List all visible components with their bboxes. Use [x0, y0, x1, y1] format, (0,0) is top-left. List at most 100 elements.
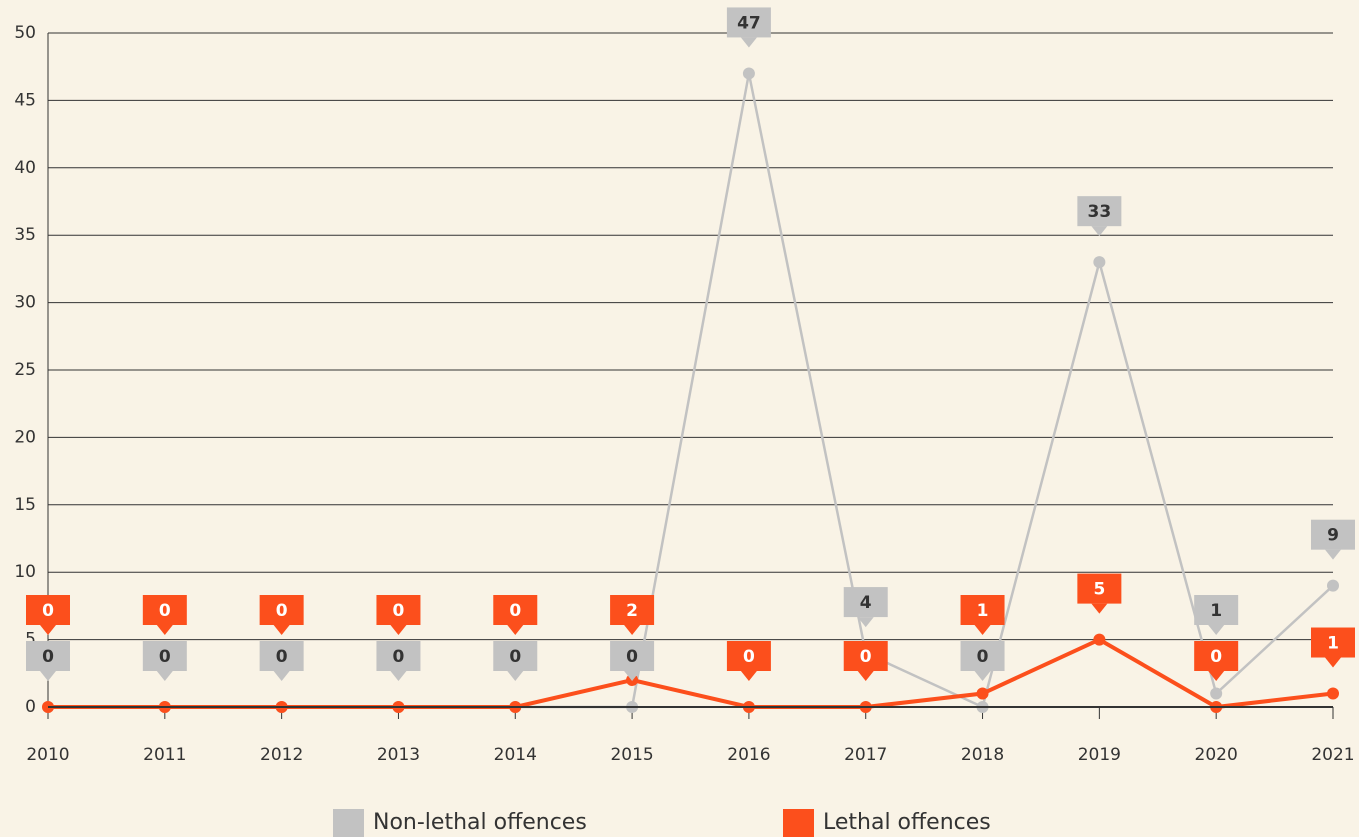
data-label: 1 [977, 601, 989, 621]
label-box [1311, 627, 1355, 658]
y-tick-label: 35 [14, 225, 36, 245]
label-pointer [40, 625, 56, 635]
x-tick-label: 2015 [610, 745, 653, 765]
x-tick-label: 2011 [143, 745, 186, 765]
data-label: 33 [1088, 202, 1112, 222]
label-box [142, 641, 187, 671]
y-tick-label: 15 [14, 495, 36, 515]
label-box [259, 641, 304, 671]
label-box [610, 595, 655, 625]
y-tick-label: 40 [14, 158, 36, 178]
series-line [48, 73, 1334, 709]
data-label: 0 [509, 601, 521, 621]
data-label: 0 [860, 647, 872, 667]
label-pointer [156, 671, 173, 681]
y-tick-label: 45 [14, 90, 36, 110]
data-label: 0 [393, 601, 405, 621]
label-box [142, 595, 187, 625]
point [1327, 687, 1339, 700]
label-pointer [507, 625, 524, 635]
x-tick-label: 2020 [1195, 745, 1238, 765]
data-label: 0 [509, 647, 521, 667]
label-pointer [974, 625, 991, 635]
point [742, 67, 755, 80]
y-tick-label: 50 [14, 23, 36, 43]
label-box [1194, 595, 1239, 625]
label-pointer [273, 625, 290, 635]
x-tick-label: 2013 [377, 745, 420, 765]
x-tick-label: 2014 [494, 745, 537, 765]
point [1093, 256, 1106, 269]
x-tick-label: 2021 [1311, 745, 1354, 765]
label-box [726, 641, 771, 671]
legend-swatch [333, 809, 364, 837]
y-tick-label: 5 [25, 630, 36, 650]
x-tick-label: 2017 [844, 745, 887, 765]
label-box [493, 595, 538, 625]
label-box [726, 7, 771, 38]
label-box [376, 595, 421, 625]
label-pointer [390, 671, 407, 681]
label-pointer [624, 625, 641, 635]
legend-label: Non-lethal offences [373, 810, 587, 835]
x-tick-label: 2018 [961, 745, 1004, 765]
label-box [843, 587, 888, 618]
label-box [493, 641, 538, 671]
label-pointer [1208, 625, 1225, 635]
label-pointer [1208, 671, 1225, 681]
label-box [26, 595, 70, 625]
data-label: 0 [159, 601, 171, 621]
series-line [48, 637, 1334, 710]
label-box [610, 641, 655, 671]
y-tick-label: 20 [14, 427, 36, 447]
data-label: 0 [1210, 647, 1222, 667]
label-box [259, 595, 304, 625]
label-pointer [1091, 603, 1108, 614]
point [1327, 579, 1339, 592]
x-tick-label: 2010 [26, 745, 69, 765]
point [1210, 687, 1223, 700]
label-box [26, 641, 70, 671]
label-pointer [740, 37, 757, 48]
label-box [960, 595, 1005, 625]
data-label: 0 [393, 647, 405, 667]
x-tick-label: 2019 [1078, 745, 1121, 765]
data-label: 0 [276, 647, 288, 667]
label-box [376, 641, 421, 671]
point [1093, 633, 1106, 646]
point [976, 687, 989, 700]
data-label: 0 [743, 647, 755, 667]
legend-label: Lethal offences [823, 810, 991, 835]
label-pointer [156, 625, 173, 635]
y-tick-label: 10 [14, 562, 36, 582]
label-pointer [1325, 549, 1341, 560]
legend-swatch [783, 809, 814, 837]
label-pointer [857, 617, 874, 628]
y-tick-label: 25 [14, 360, 36, 380]
y-tick-label: 0 [25, 697, 36, 717]
data-label: 1 [1210, 601, 1222, 621]
label-pointer [624, 671, 641, 681]
label-pointer [40, 671, 56, 681]
data-label: 0 [42, 601, 54, 621]
label-box [960, 641, 1005, 671]
label-box [843, 641, 888, 671]
label-box [1194, 641, 1239, 671]
label-pointer [273, 671, 290, 681]
data-label: 0 [977, 647, 989, 667]
data-label: 0 [42, 647, 54, 667]
label-pointer [974, 671, 991, 681]
label-box [1311, 519, 1355, 550]
label-pointer [507, 671, 524, 681]
data-label: 0 [159, 647, 171, 667]
label-pointer [1091, 226, 1108, 237]
label-pointer [390, 625, 407, 635]
x-tick-label: 2016 [727, 745, 770, 765]
label-pointer [857, 671, 874, 681]
data-label: 0 [276, 601, 288, 621]
data-label: 5 [1093, 580, 1105, 600]
data-label: 47 [737, 13, 761, 33]
label-box [1077, 573, 1122, 604]
